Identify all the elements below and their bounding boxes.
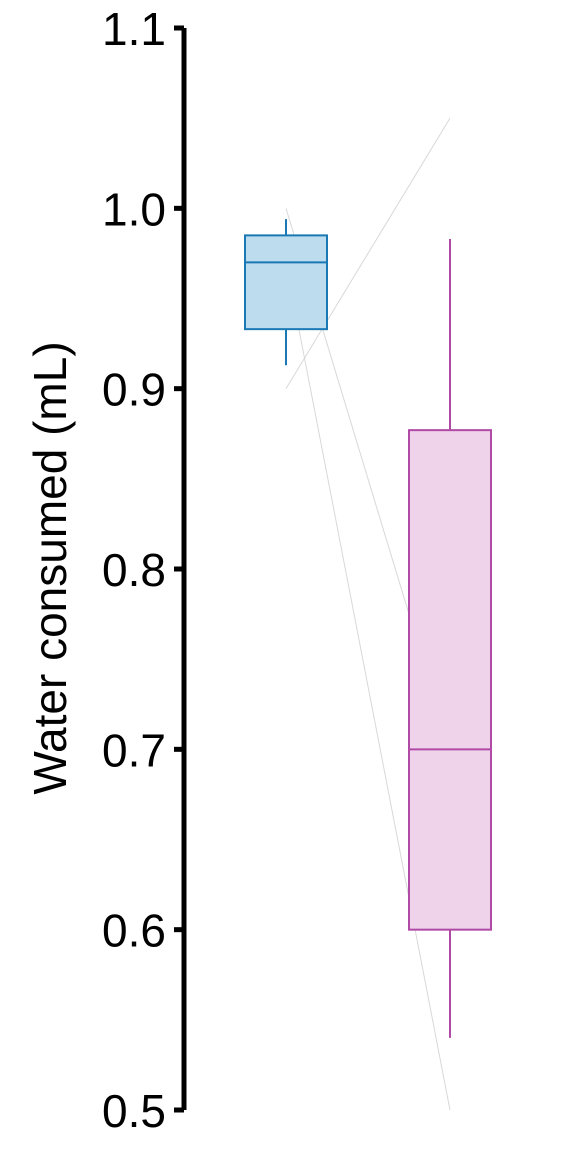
box-group-2 [408,238,492,1038]
box-iqr [244,234,328,331]
paired-line-2 [285,262,451,1111]
y-axis-title: Water consumed (mL) [24,341,76,794]
y-tick-label-0.6: 0.6 [102,905,166,957]
y-tick-label-1.0: 1.0 [102,183,166,235]
paired-line-3 [285,117,451,389]
boxes [244,219,492,1038]
y-tick-label-0.7: 0.7 [102,724,166,776]
y-tick-label-0.8: 0.8 [102,544,166,596]
y-tick-label-0.5: 0.5 [102,1085,166,1137]
box-group-1 [244,219,328,366]
y-tick-label-1.1: 1.1 [102,3,166,55]
y-axis: 0.5 0.6 0.7 0.8 0.9 1.0 1.1 [102,3,187,1137]
y-tick-label-0.9: 0.9 [102,364,166,416]
box-iqr [408,429,492,931]
